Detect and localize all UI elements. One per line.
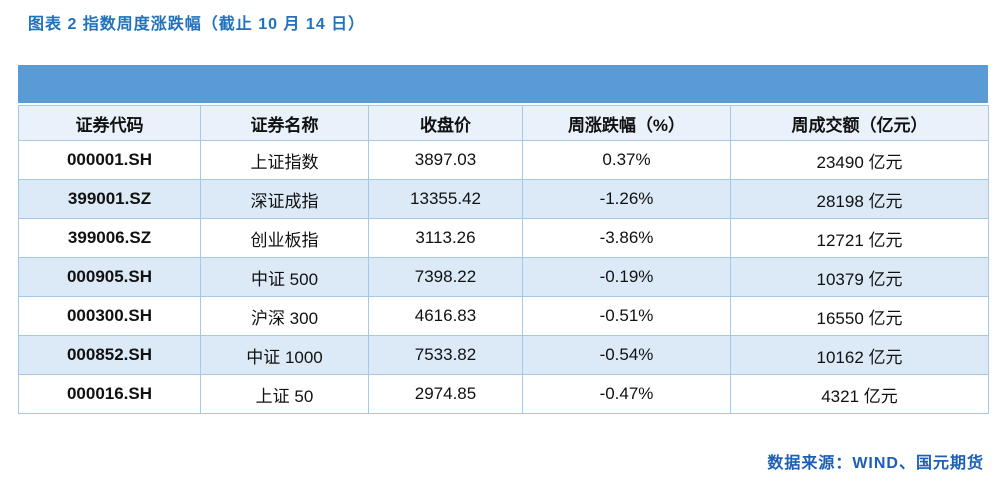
cell-code: 399001.SZ — [18, 179, 201, 219]
table-row: 000852.SH 中证 1000 7533.82 -0.54% 10162 亿元 — [18, 335, 989, 375]
cell-weekly-change: -0.54% — [522, 335, 731, 375]
cell-weekly-turnover: 28198 亿元 — [730, 179, 989, 219]
column-header-code: 证券代码 — [18, 105, 201, 141]
cell-close: 3897.03 — [368, 140, 523, 180]
column-header-weekly-turnover: 周成交额（亿元） — [730, 105, 989, 141]
table-body: 000001.SH 上证指数 3897.03 0.37% 23490 亿元 399001.… — [18, 140, 989, 414]
cell-weekly-change: -0.51% — [522, 296, 731, 336]
table-row: 000300.SH 沪深 300 4616.83 -0.51% 16550 亿元 — [18, 296, 989, 336]
cell-name: 创业板指 — [200, 218, 369, 258]
cell-close: 7398.22 — [368, 257, 523, 297]
cell-name: 沪深 300 — [200, 296, 369, 336]
cell-code: 000001.SH — [18, 140, 201, 180]
cell-name: 上证指数 — [200, 140, 369, 180]
cell-close: 2974.85 — [368, 374, 523, 414]
cell-weekly-change: -1.26% — [522, 179, 731, 219]
cell-weekly-turnover: 23490 亿元 — [730, 140, 989, 180]
index-weekly-table: 证券代码 证券名称 收盘价 周涨跌幅（%） 周成交额（亿元） 000001.SH… — [18, 105, 989, 414]
cell-code: 000905.SH — [18, 257, 201, 297]
cell-name: 中证 500 — [200, 257, 369, 297]
table-top-bar — [18, 65, 988, 103]
cell-weekly-turnover: 4321 亿元 — [730, 374, 989, 414]
table-row: 000001.SH 上证指数 3897.03 0.37% 23490 亿元 — [18, 140, 989, 180]
table-row: 399001.SZ 深证成指 13355.42 -1.26% 28198 亿元 — [18, 179, 989, 219]
column-header-weekly-change: 周涨跌幅（%） — [522, 105, 731, 141]
cell-name: 深证成指 — [200, 179, 369, 219]
header-row: 证券代码 证券名称 收盘价 周涨跌幅（%） 周成交额（亿元） — [18, 105, 989, 141]
column-header-close: 收盘价 — [368, 105, 523, 141]
figure-title: 图表 2 指数周度涨跌幅（截止 10 月 14 日） — [28, 16, 366, 33]
cell-weekly-change: -0.47% — [522, 374, 731, 414]
data-source-note: 数据来源：WIND、国元期货 — [767, 455, 984, 472]
cell-code: 000852.SH — [18, 335, 201, 375]
cell-weekly-turnover: 12721 亿元 — [730, 218, 989, 258]
cell-weekly-change: 0.37% — [522, 140, 731, 180]
cell-weekly-turnover: 10162 亿元 — [730, 335, 989, 375]
table-row: 399006.SZ 创业板指 3113.26 -3.86% 12721 亿元 — [18, 218, 989, 258]
cell-close: 7533.82 — [368, 335, 523, 375]
column-header-name: 证券名称 — [200, 105, 369, 141]
cell-close: 4616.83 — [368, 296, 523, 336]
cell-weekly-turnover: 16550 亿元 — [730, 296, 989, 336]
cell-code: 399006.SZ — [18, 218, 201, 258]
index-weekly-table-wrap: 证券代码 证券名称 收盘价 周涨跌幅（%） 周成交额（亿元） 000001.SH… — [18, 65, 989, 414]
cell-close: 13355.42 — [368, 179, 523, 219]
cell-weekly-change: -0.19% — [522, 257, 731, 297]
cell-code: 000016.SH — [18, 374, 201, 414]
cell-code: 000300.SH — [18, 296, 201, 336]
table-row: 000016.SH 上证 50 2974.85 -0.47% 4321 亿元 — [18, 374, 989, 414]
table-row: 000905.SH 中证 500 7398.22 -0.19% 10379 亿元 — [18, 257, 989, 297]
cell-close: 3113.26 — [368, 218, 523, 258]
cell-weekly-change: -3.86% — [522, 218, 731, 258]
cell-weekly-turnover: 10379 亿元 — [730, 257, 989, 297]
cell-name: 上证 50 — [200, 374, 369, 414]
cell-name: 中证 1000 — [200, 335, 369, 375]
